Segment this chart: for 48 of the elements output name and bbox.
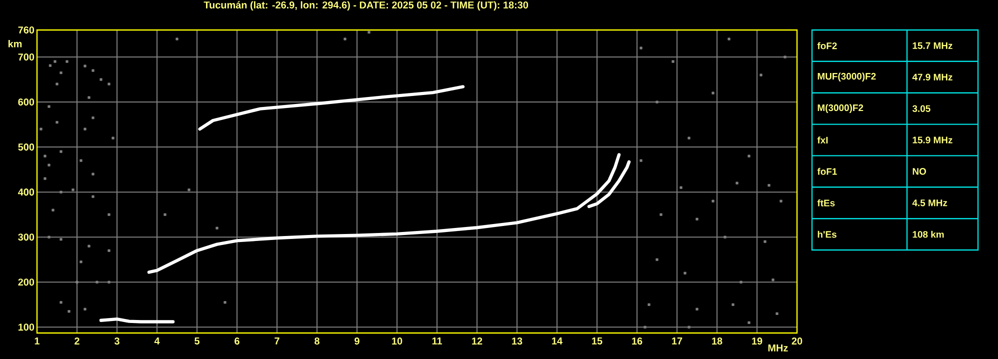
y-tick-label: 200: [18, 278, 34, 286]
x-tick-label: 19: [752, 338, 762, 345]
x-tick-label: 10: [392, 338, 402, 345]
y-tick-label: 500: [18, 144, 34, 151]
category-label: fxI: [817, 136, 828, 144]
line-series: [587, 160, 631, 208]
category-label: ftEs: [817, 199, 835, 206]
y-tick-label: 300: [18, 234, 34, 241]
x-tick-label: 15: [592, 338, 602, 344]
line-series: [198, 85, 465, 131]
category-label: h'Es: [818, 230, 836, 238]
x-tick-label: 11: [432, 338, 442, 344]
x-tick-label: 16: [632, 338, 642, 345]
text: 4.5 MHz: [912, 200, 948, 206]
x-tick-label: 8: [314, 338, 320, 345]
text: 3.05: [912, 105, 930, 112]
y-tick-label: 600: [18, 98, 34, 106]
text: 47.9 MHz: [912, 74, 952, 80]
x-tick-label: 9: [354, 338, 360, 345]
y-tick-label: 400: [18, 188, 34, 196]
category-label: M(3000)F2: [818, 104, 864, 114]
x-tick-label: 17: [672, 338, 682, 344]
y-tick-label: 760: [18, 26, 34, 34]
category-label: MUF(3000)F2: [818, 72, 876, 82]
x-tick-label: 5: [194, 338, 200, 344]
x-tick-label: 7: [274, 338, 280, 344]
x-axis-title: MHz: [768, 344, 788, 352]
text: 15.9 MHz: [912, 136, 952, 144]
x-tick-label: 2: [74, 338, 80, 344]
y-axis-title: km: [8, 40, 22, 48]
text: 15.7 MHz: [912, 42, 952, 49]
x-tick-label: 12: [472, 338, 482, 344]
line-series: [147, 153, 621, 274]
x-tick-label: 14: [552, 338, 562, 344]
y-tick-label: 100: [18, 324, 34, 331]
x-tick-label: 6: [234, 338, 240, 345]
x-tick-label: 3: [114, 338, 120, 345]
chart-title: Tucumán (lat: -26.9, lon: 294.6) - DATE: 2025 05 02 - TIME (UT): 18:30: [204, 1, 528, 10]
category-label: foF2: [817, 42, 837, 50]
x-tick-label: 20: [792, 338, 802, 345]
x-tick-label: 4: [154, 338, 160, 344]
x-tick-label: 1: [34, 338, 40, 344]
x-tick-label: 13: [512, 338, 522, 345]
text: NO: [912, 168, 926, 175]
category-label: foF1: [817, 168, 837, 175]
x-tick-label: 18: [712, 338, 722, 345]
text: 108 km: [912, 230, 944, 238]
y-tick-label: 700: [18, 53, 34, 61]
